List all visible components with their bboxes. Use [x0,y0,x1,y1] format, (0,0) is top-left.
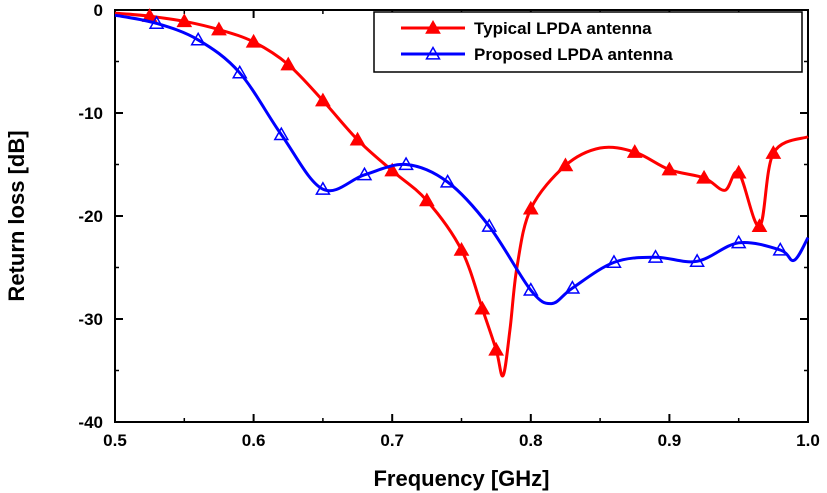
data-point-0 [522,200,539,215]
y-tick-label: -40 [78,413,103,432]
data-point-0 [418,192,435,207]
series-layer [114,8,810,378]
y-tick-label: -30 [78,310,103,329]
data-point-1 [606,254,622,268]
y-ticks: 0 -10 -20 -30 -40 [78,1,808,432]
data-point-0 [349,131,366,146]
legend: Typical LPDA antenna Proposed LPDA anten… [373,11,803,73]
data-point-0 [661,161,678,176]
data-point-0 [453,241,470,256]
data-point-1 [689,253,705,267]
data-point-0 [176,13,193,28]
data-point-0 [696,169,712,184]
legend-entry-proposed: Proposed LPDA antenna [474,45,673,64]
x-tick-label: 0.7 [380,431,404,450]
data-point-0 [557,157,574,172]
data-point-0 [626,144,643,158]
x-axis-title: Frequency [GHz] [373,466,549,491]
data-point-1 [772,241,789,256]
data-point-0 [474,300,491,315]
data-point-0 [765,145,782,159]
x-tick-label: 0.6 [242,431,266,450]
data-point-1 [315,181,331,195]
data-point-1 [647,249,664,263]
x-ticks: 0.5 0.6 0.7 0.8 0.9 1.0 [103,10,820,450]
legend-box [373,11,803,73]
data-point-1 [439,173,456,188]
data-point-0 [245,33,262,48]
data-point-0 [280,56,297,71]
data-point-1 [273,126,290,141]
data-point-0 [488,341,505,356]
data-point-1 [190,31,206,46]
data-point-0 [730,164,747,179]
x-tick-label: 0.9 [658,431,682,450]
data-point-1 [356,166,373,181]
data-point-0 [315,92,331,107]
y-tick-label: -10 [78,104,103,123]
data-point-0 [384,162,401,177]
y-axis-title: Return loss [dB] [4,130,29,301]
data-point-0 [751,218,768,233]
legend-marker-typical [425,19,441,34]
legend-marker-proposed [425,45,441,60]
x-tick-label: 0.8 [519,431,543,450]
x-tick-label: 1.0 [796,431,820,450]
data-point-1 [148,15,165,30]
data-point-1 [523,282,539,296]
data-point-0 [211,21,227,36]
y-tick-label: 0 [94,1,103,20]
data-point-1 [231,64,248,79]
data-point-1 [398,156,414,171]
series-line-1 [114,13,810,306]
series-line-0 [114,11,809,378]
x-tick-label: 0.5 [103,431,127,450]
data-point-1 [564,280,581,294]
legend-entry-typical: Typical LPDA antenna [474,19,652,38]
y-tick-label: -20 [78,207,103,226]
data-point-1 [481,218,498,232]
data-point-1 [730,234,747,249]
